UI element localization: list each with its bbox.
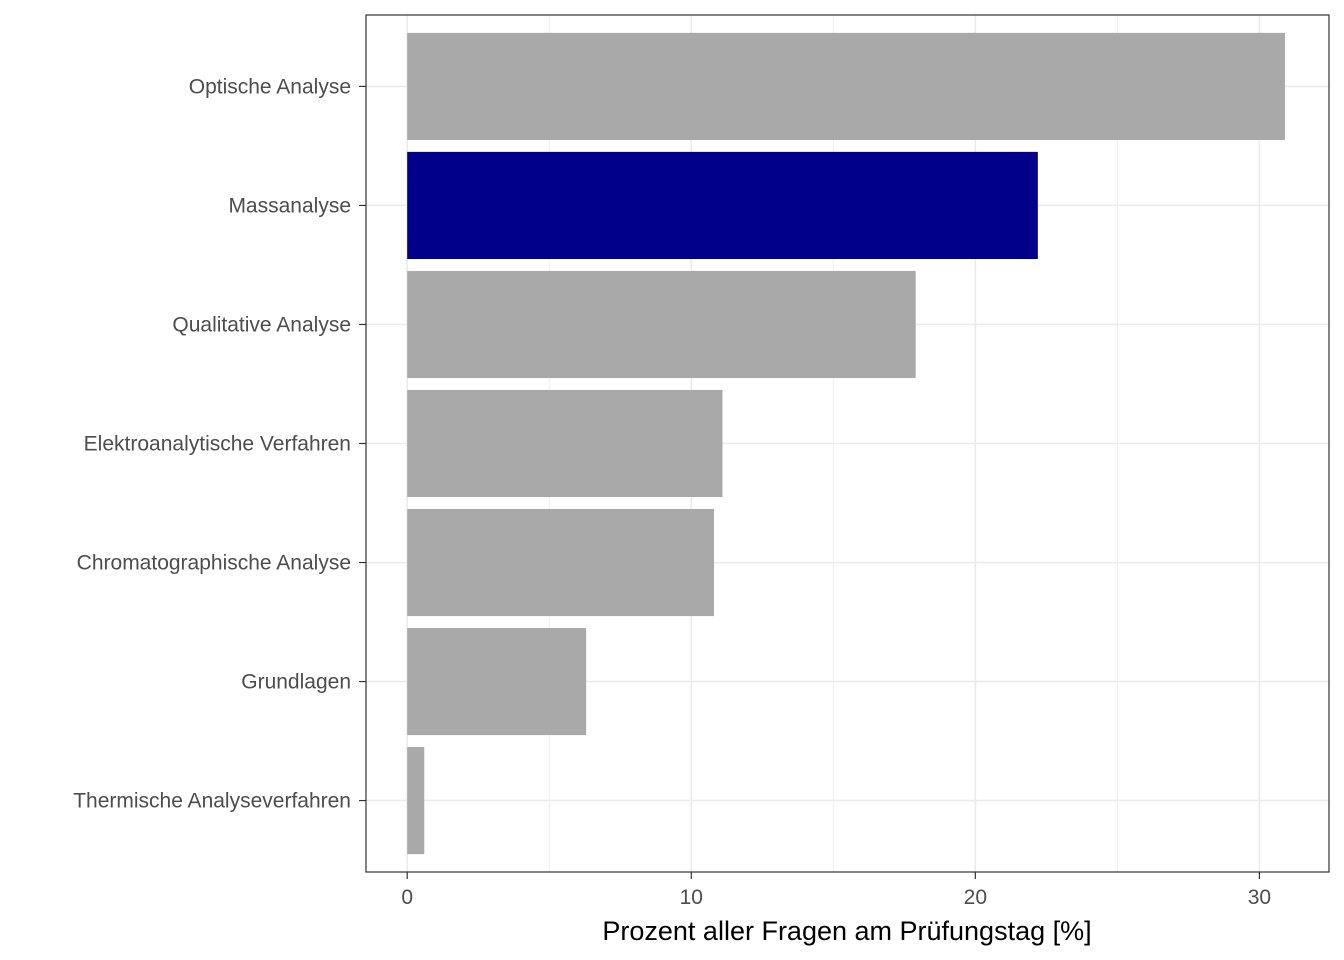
y-tick-label: Massanalyse xyxy=(228,194,351,217)
y-tick-label: Chromatographische Analyse xyxy=(77,552,351,575)
bar-elektroanalytische-verfahren xyxy=(407,389,723,498)
bar-massanalyse xyxy=(407,151,1038,260)
bars xyxy=(407,32,1285,855)
bar-thermische-analyseverfahren xyxy=(407,747,425,855)
x-tick-label: 30 xyxy=(1248,886,1271,909)
y-tick-label: Optische Analyse xyxy=(189,75,351,98)
x-axis-title: Prozent aller Fragen am Prüfungstag [%] xyxy=(602,916,1091,946)
y-tick-label: Elektroanalytische Verfahren xyxy=(84,433,351,456)
x-tick-label: 10 xyxy=(680,886,703,909)
bar-chromatographische-analyse xyxy=(407,508,714,617)
bar-qualitative-analyse xyxy=(407,270,916,379)
bar-optische-analyse xyxy=(407,32,1285,140)
y-tick-label: Qualitative Analyse xyxy=(172,313,351,336)
x-tick-label: 20 xyxy=(964,886,987,909)
y-tick-label: Thermische Analyseverfahren xyxy=(73,790,351,813)
y-tick-label: Grundlagen xyxy=(241,671,351,694)
y-axis: Optische Analyse Massanalyse Qualitative A… xyxy=(73,75,366,813)
x-axis: 0 10 20 30 xyxy=(401,872,1271,909)
bar-grundlagen xyxy=(407,627,587,736)
x-tick-label: 0 xyxy=(401,886,413,909)
